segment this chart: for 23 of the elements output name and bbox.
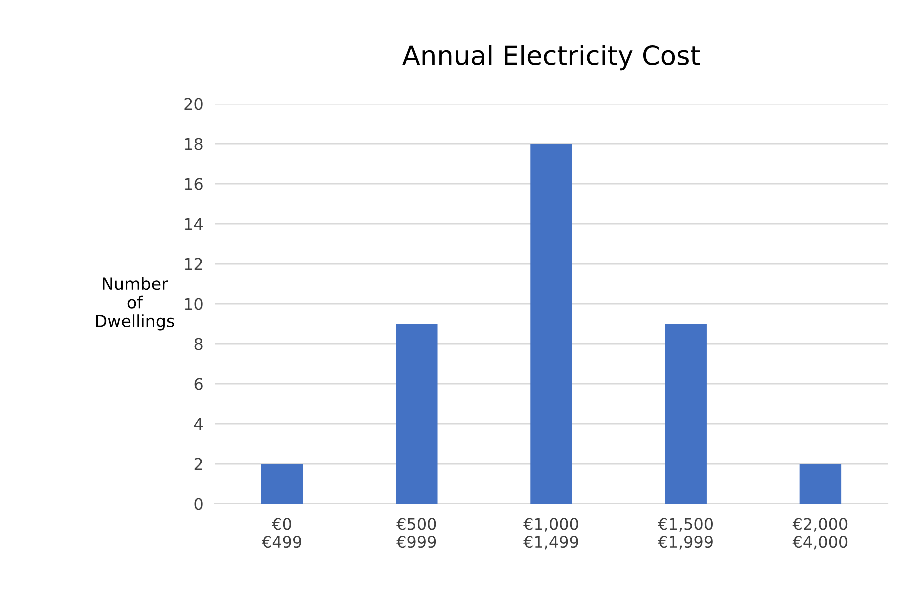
chart-title: Annual Electricity Cost xyxy=(402,45,700,71)
y-tick-label: 4 xyxy=(194,418,203,430)
x-tick-label: €1,000 €1,499 xyxy=(524,518,578,550)
bar xyxy=(396,324,438,504)
bar xyxy=(800,464,842,504)
y-tick-label: 8 xyxy=(194,338,203,350)
y-tick-label: 14 xyxy=(185,218,203,230)
bar xyxy=(665,324,707,504)
y-tick-label: 12 xyxy=(185,258,202,270)
bar xyxy=(530,144,572,504)
y-tick-label: 10 xyxy=(185,298,203,310)
x-tick-label: €0 €499 xyxy=(262,518,302,548)
y-tick-label: 2 xyxy=(194,458,202,470)
y-tick-label: 18 xyxy=(185,138,203,150)
y-tick-label: 0 xyxy=(194,498,203,510)
y-axis-title: Number of Dwellings xyxy=(96,277,174,331)
x-tick-label: €2,000 €4,000 xyxy=(792,518,848,550)
y-tick-label: 20 xyxy=(184,98,203,110)
x-tick-label: €500 €999 xyxy=(396,518,436,548)
x-tick-label: €1,500 €1,999 xyxy=(658,518,713,550)
y-tick-label: 6 xyxy=(194,378,203,390)
y-tick-label: 16 xyxy=(185,178,203,190)
bar xyxy=(261,464,304,504)
